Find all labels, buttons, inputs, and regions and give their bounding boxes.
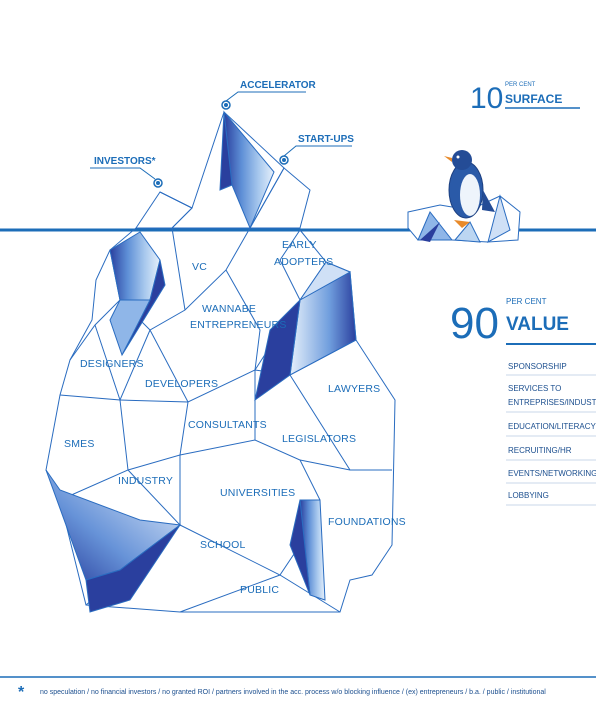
surface-per-cent: PER CENT <box>505 82 536 88</box>
callout-accelerator: ACCELERATOR <box>221 80 317 110</box>
label-early: EARLY <box>282 239 317 251</box>
value-list-item: ENTREPRISES/INDUSTRY <box>508 398 596 407</box>
penguin-on-ice <box>407 150 521 243</box>
value-per-cent: PER CENT <box>506 297 547 306</box>
footnote-mark: * <box>18 684 25 701</box>
value-list: SPONSORSHIP SERVICES TO ENTREPRISES/INDU… <box>506 362 596 506</box>
value-list-item: LOBBYING <box>508 491 549 500</box>
callout-accelerator-label: ACCELERATOR <box>240 80 317 91</box>
footnote-text: no speculation / no financial investors … <box>40 689 546 696</box>
iceberg-body <box>45 227 396 613</box>
label-wannabe: WANNABE <box>202 303 256 315</box>
iceberg-tip <box>135 110 311 230</box>
label-developers: DEVELOPERS <box>145 378 218 390</box>
surface-number: 10 <box>470 82 503 115</box>
value-list-item: SERVICES TO <box>508 384 561 393</box>
label-public: PUBLIC <box>240 584 279 596</box>
label-industry: INDUSTRY <box>118 475 173 487</box>
callout-startups-label: START-UPS <box>298 134 354 145</box>
label-lawyers: LAWYERS <box>328 383 380 395</box>
surface-word: SURFACE <box>505 92 562 106</box>
value-word: VALUE <box>506 314 569 335</box>
value-list-item: EDUCATION/LITERACY <box>508 422 596 431</box>
label-universities: UNIVERSITIES <box>220 487 295 499</box>
callout-startups: START-UPS <box>279 134 354 165</box>
label-legislators: LEGISLATORS <box>282 433 356 445</box>
label-adopters: ADOPTERS <box>274 256 333 268</box>
surface-percent: 10 PER CENT SURFACE <box>470 82 580 115</box>
label-consultants: CONSULTANTS <box>188 419 267 431</box>
value-list-item: EVENTS/NETWORKING <box>508 469 596 478</box>
value-number: 90 <box>450 299 499 348</box>
label-foundations: FOUNDATIONS <box>328 516 406 528</box>
label-entrepreneurs: ENTREPRENEURS <box>190 319 287 331</box>
callout-investors: INVESTORS* <box>90 156 163 188</box>
label-vc: VC <box>192 261 207 273</box>
label-designers: DESIGNERS <box>80 358 144 370</box>
value-list-item: RECRUITING/HR <box>508 446 572 455</box>
label-smes: SMES <box>64 438 95 450</box>
value-list-item: SPONSORSHIP <box>508 362 567 371</box>
label-school: SCHOOL <box>200 539 246 551</box>
value-percent: 90 PER CENT VALUE <box>450 297 596 348</box>
callout-investors-label: INVESTORS* <box>94 156 156 167</box>
footnote: * no speculation / no financial investor… <box>0 676 596 701</box>
